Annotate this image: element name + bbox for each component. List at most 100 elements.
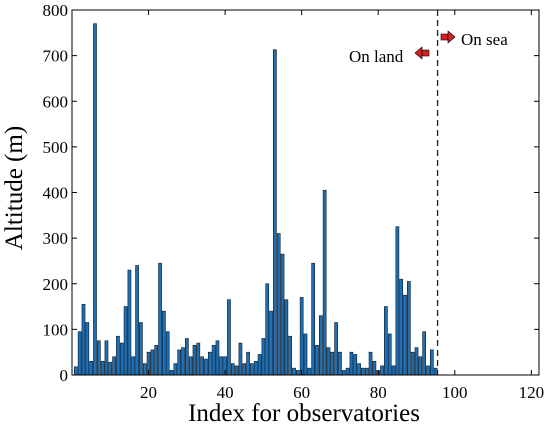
bar-observatory-12 <box>116 335 120 376</box>
on-land-label: On land <box>349 47 404 66</box>
bar-observatory-32 <box>192 345 197 376</box>
bar-observatory-23 <box>158 262 162 376</box>
x-tick-label: 80 <box>370 383 387 402</box>
bar-observatory-94 <box>429 349 434 376</box>
y-tick-label: 0 <box>60 366 69 385</box>
bar-observatory-18 <box>139 322 143 376</box>
bar-observatory-41 <box>227 299 231 376</box>
bar-observatory-62 <box>307 367 312 376</box>
bar-observatory-30 <box>185 338 189 376</box>
on-sea-label: On sea <box>461 30 508 49</box>
bar-observatory-90 <box>414 347 419 376</box>
bar-observatory-8 <box>100 361 105 376</box>
bar-observatory-63 <box>311 262 315 376</box>
x-axis-label: Index for observatories <box>188 400 420 427</box>
bar-observatory-77 <box>364 367 369 376</box>
bar-observatory-61 <box>303 333 308 376</box>
bar-observatory-52 <box>269 310 273 376</box>
right-arrow-icon <box>440 30 456 44</box>
y-tick-label: 300 <box>43 229 69 248</box>
bar-observatory-19 <box>142 363 147 376</box>
bar-observatory-27 <box>173 363 178 376</box>
y-tick-label: 200 <box>43 275 69 294</box>
bar-observatory-50 <box>261 338 266 376</box>
bar-observatory-31 <box>188 356 193 376</box>
bar-observatory-85 <box>395 226 400 376</box>
y-axis-label: Altitude (m) <box>1 126 28 250</box>
bar-observatory-73 <box>349 351 354 376</box>
bar-observatory-58 <box>292 367 296 376</box>
bar-observatory-36 <box>207 351 212 376</box>
bar-observatory-60 <box>299 297 304 376</box>
bar-observatory-65 <box>318 315 323 376</box>
bar-observatory-68 <box>330 351 335 376</box>
x-axis-ticks: 20 40 60 80 100 120 <box>140 10 544 402</box>
bar-observatory-15 <box>127 269 132 376</box>
x-tick-label: 100 <box>442 383 468 402</box>
bar-observatory-51 <box>265 283 270 376</box>
y-tick-label: 600 <box>43 92 69 111</box>
bar-observatory-22 <box>154 345 159 376</box>
bar-observatory-3 <box>81 303 86 376</box>
bar-observatory-43 <box>234 365 239 376</box>
bar-observatory-9 <box>104 340 109 376</box>
bar-observatory-45 <box>242 363 247 376</box>
bar-observatory-35 <box>204 358 208 376</box>
bar-observatory-42 <box>230 363 235 376</box>
bar-observatory-81 <box>380 365 384 376</box>
bar-observatory-84 <box>391 365 396 376</box>
bar-observatory-86 <box>399 278 404 376</box>
bar-observatory-1 <box>73 366 78 376</box>
on-sea-annotation: On sea <box>440 30 508 49</box>
bar-observatory-78 <box>368 351 373 376</box>
bar-observatory-91 <box>418 356 423 376</box>
y-tick-label: 500 <box>43 138 69 157</box>
bars-group <box>73 23 438 376</box>
bar-observatory-21 <box>150 349 155 376</box>
bar-observatory-7 <box>96 340 101 376</box>
plot-frame <box>71 9 540 376</box>
bar-observatory-76 <box>361 367 365 376</box>
bar-observatory-67 <box>326 347 331 376</box>
bar-observatory-10 <box>108 361 113 376</box>
y-tick-label: 400 <box>43 184 69 203</box>
bar-observatory-39 <box>219 356 224 376</box>
bar-observatory-83 <box>387 333 392 376</box>
bar-observatory-44 <box>238 342 243 376</box>
on-land-annotation: On land <box>349 46 430 66</box>
bar-observatory-6 <box>93 23 97 376</box>
bar-observatory-14 <box>123 306 128 376</box>
x-tick-label: 40 <box>217 383 234 402</box>
bar-observatory-37 <box>211 345 216 376</box>
left-arrow-icon <box>414 46 430 60</box>
bar-observatory-34 <box>200 356 204 376</box>
bar-observatory-95 <box>433 367 438 376</box>
y-axis-ticks: 0 100 200 300 400 500 600 700 800 <box>43 1 539 385</box>
x-tick-label: 60 <box>293 383 310 402</box>
bar-observatory-48 <box>253 361 258 376</box>
bar-observatory-17 <box>135 265 139 376</box>
bar-observatory-57 <box>288 335 293 376</box>
bar-observatory-53 <box>273 49 277 376</box>
bar-observatory-71 <box>341 370 346 376</box>
bar-observatory-13 <box>119 342 124 376</box>
bar-observatory-92 <box>422 331 426 376</box>
bar-observatory-54 <box>276 233 281 376</box>
bar-observatory-16 <box>131 356 136 376</box>
bar-observatory-28 <box>177 349 182 376</box>
bar-observatory-59 <box>296 370 300 376</box>
bar-observatory-64 <box>315 345 319 376</box>
bar-observatory-79 <box>372 361 377 376</box>
bar-observatory-75 <box>357 363 361 376</box>
bar-observatory-93 <box>426 365 430 376</box>
bar-observatory-66 <box>322 189 327 376</box>
bar-observatory-47 <box>250 363 254 376</box>
x-tick-label: 20 <box>140 383 157 402</box>
bar-observatory-46 <box>246 351 250 376</box>
y-tick-label: 100 <box>43 320 69 339</box>
bar-observatory-88 <box>407 281 411 376</box>
bar-observatory-89 <box>410 351 415 376</box>
bar-observatory-33 <box>196 342 201 376</box>
